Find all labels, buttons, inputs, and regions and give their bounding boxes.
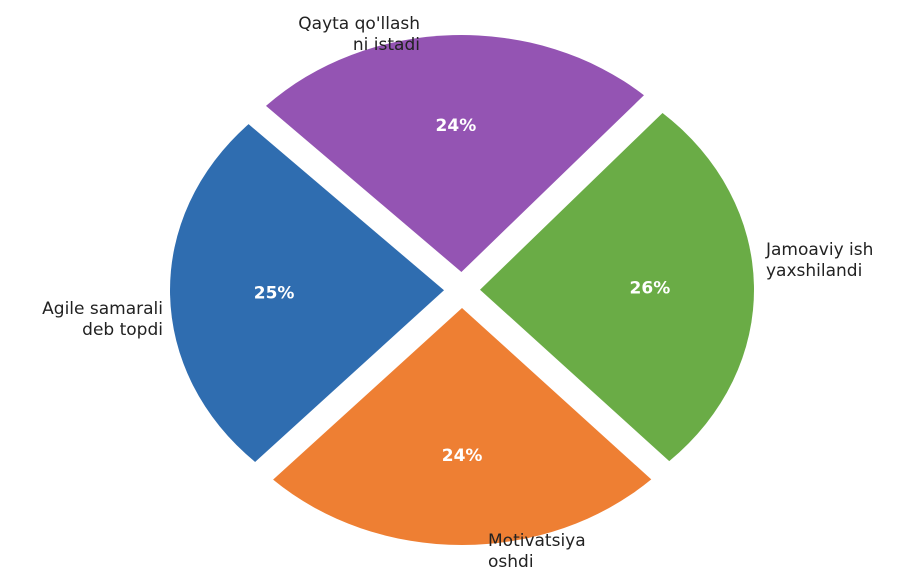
percent-label-4: 24% — [436, 116, 477, 136]
category-label-4: Qayta qo'llash ni istadi — [298, 14, 420, 55]
category-label-2: Motivatsiya oshdi — [488, 531, 586, 569]
percent-label-1: 25% — [254, 284, 295, 304]
category-label-line: Jamoaviy ish — [765, 240, 873, 260]
pie-slices — [170, 35, 755, 545]
percent-label-2: 24% — [442, 446, 483, 466]
category-label-line: oshdi — [488, 552, 534, 569]
pie-slice-3 — [480, 112, 755, 462]
percent-labels: 25% 24% 26% 24% — [254, 116, 671, 466]
category-label-line: ni istadi — [353, 35, 420, 55]
pie-slice-4 — [265, 35, 644, 273]
pie-slice-1 — [170, 124, 444, 462]
category-label-3: Jamoaviy ish yaxshilandi — [765, 240, 873, 281]
pie-slice-2 — [273, 308, 652, 545]
category-label-line: Agile samarali — [42, 299, 163, 319]
category-label-line: deb topdi — [82, 320, 163, 340]
category-label-line: yaxshilandi — [766, 261, 862, 281]
category-label-line: Qayta qo'llash — [298, 14, 420, 34]
percent-label-3: 26% — [630, 278, 671, 298]
category-labels: Agile samarali deb topdi Motivatsiya oshdi J… — [42, 14, 873, 569]
category-label-line: Motivatsiya — [488, 531, 586, 551]
category-label-1: Agile samarali deb topdi — [42, 299, 163, 340]
